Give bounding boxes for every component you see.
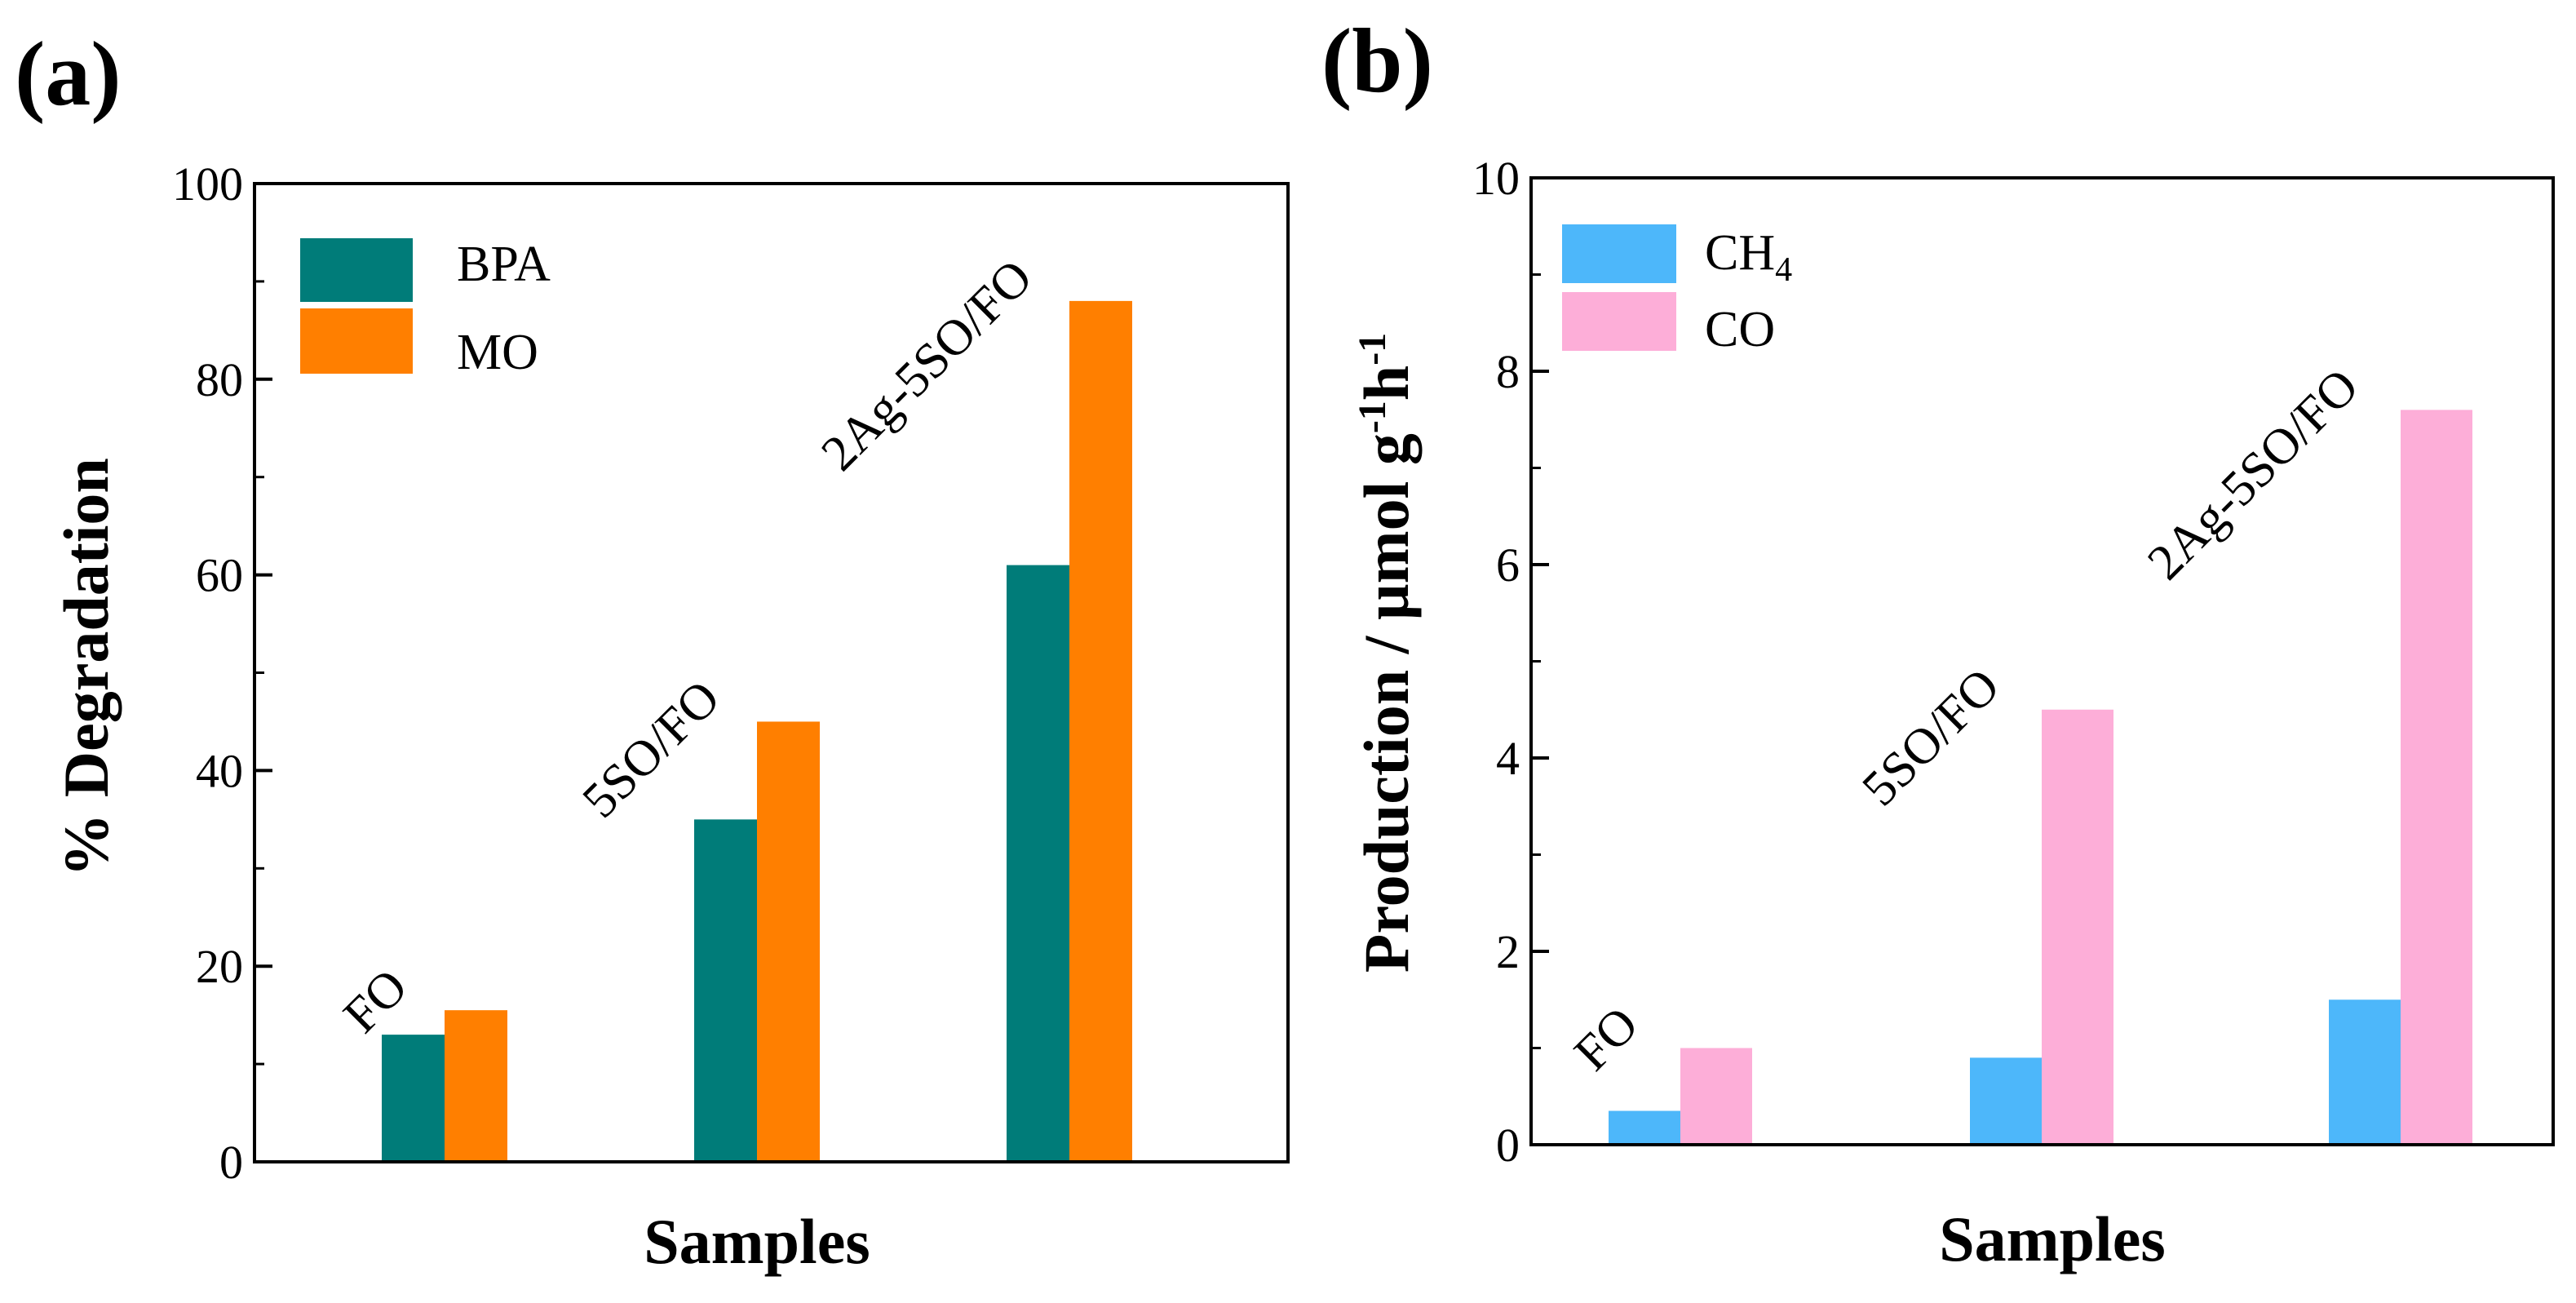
panel-a-label: (a) (15, 24, 122, 125)
panel-b-y-axis-title-sup1: -1 (1351, 401, 1394, 433)
panel-a-x-axis-title: Samples (644, 1206, 870, 1277)
y-tick-label: 0 (219, 1136, 243, 1189)
y-tick-label: 20 (196, 940, 243, 993)
panel-b-label: (b) (1321, 11, 1433, 112)
panel-a-legend: BPA MO (300, 237, 551, 380)
bar-ch4-5so-fo (1970, 1057, 2042, 1145)
panel-a-y-ticks: 0 20 40 60 80 100 (172, 157, 272, 1189)
y-tick-label: 4 (1496, 732, 1520, 785)
panel-b-bars (1609, 410, 2472, 1145)
legend-label-ch4: CH4 (1705, 225, 1792, 289)
bar-co-5so-fo (2042, 709, 2113, 1145)
panel-b-plot-frame (1529, 176, 2555, 1146)
bar-mo-2ag-5so-fo (1069, 300, 1132, 1162)
legend-label-ch4-sub: 4 (1775, 251, 1792, 289)
panel-b-category-label-5so-fo: 5SO/FO (1852, 658, 2010, 817)
y-tick-label: 8 (1496, 345, 1520, 398)
panel-b: (b) Production / µmol g-1h-1 Samples CH4… (1321, 11, 2555, 1274)
bar-co-fo (1680, 1048, 1752, 1145)
y-tick-label: 10 (1472, 152, 1520, 205)
panel-b-y-ticks: 0 2 4 6 8 10 (1472, 152, 1549, 1172)
panel-a-category-label-fo: FO (333, 959, 418, 1044)
y-tick-label: 0 (1496, 1119, 1520, 1172)
legend-swatch-mo (300, 308, 413, 374)
y-tick-label: 40 (196, 744, 243, 797)
panel-a-category-label-5so-fo: 5SO/FO (572, 670, 730, 828)
bar-bpa-fo (382, 1035, 445, 1162)
legend-swatch-ch4 (1562, 224, 1676, 283)
bar-bpa-2ag-5so-fo (1007, 565, 1069, 1162)
bar-ch4-fo (1609, 1110, 1680, 1145)
y-tick-label: 100 (172, 157, 243, 211)
legend-swatch-bpa (300, 238, 413, 302)
legend-label-bpa: BPA (457, 237, 551, 292)
y-tick-label: 6 (1496, 538, 1520, 592)
panel-b-y-axis-title-mid: h (1351, 366, 1422, 401)
panel-a-bars (382, 300, 1132, 1162)
panel-a-y-axis-title: % Degradation (51, 458, 122, 876)
panel-b-category-label-2ag-5so-fo: 2Ag-5SO/FO (2137, 358, 2369, 590)
y-tick-label: 2 (1496, 925, 1520, 978)
legend-label-mo: MO (457, 325, 538, 380)
bar-bpa-5so-fo (694, 819, 757, 1162)
panel-b-y-axis-title-main: Production / µmol g (1351, 433, 1422, 973)
panel-b-y-axis-title: Production / µmol g-1h-1 (1351, 333, 1422, 973)
panel-a-category-label-2ag-5so-fo: 2Ag-5SO/FO (811, 250, 1042, 481)
bar-ch4-2ag-5so-fo (2329, 999, 2401, 1145)
y-tick-label: 80 (196, 353, 243, 406)
panel-a-plot-frame (253, 182, 1290, 1163)
panel-b-y-axis-title-sup2: -1 (1351, 333, 1394, 366)
panel-b-legend: CH4 CO (1562, 224, 1792, 357)
legend-swatch-co (1562, 292, 1676, 351)
y-tick-label: 60 (196, 549, 243, 602)
bar-co-2ag-5so-fo (2401, 410, 2472, 1145)
panel-b-category-label-fo: FO (1564, 996, 1649, 1081)
bar-mo-fo (445, 1010, 507, 1162)
bar-mo-5so-fo (757, 721, 820, 1162)
panel-b-x-axis-title: Samples (1939, 1203, 2165, 1274)
panel-a: (a) % Degradation Samples BPA MO FO 5SO/… (15, 24, 1290, 1277)
legend-label-co: CO (1705, 302, 1775, 357)
legend-label-ch4-main: CH (1705, 225, 1775, 281)
